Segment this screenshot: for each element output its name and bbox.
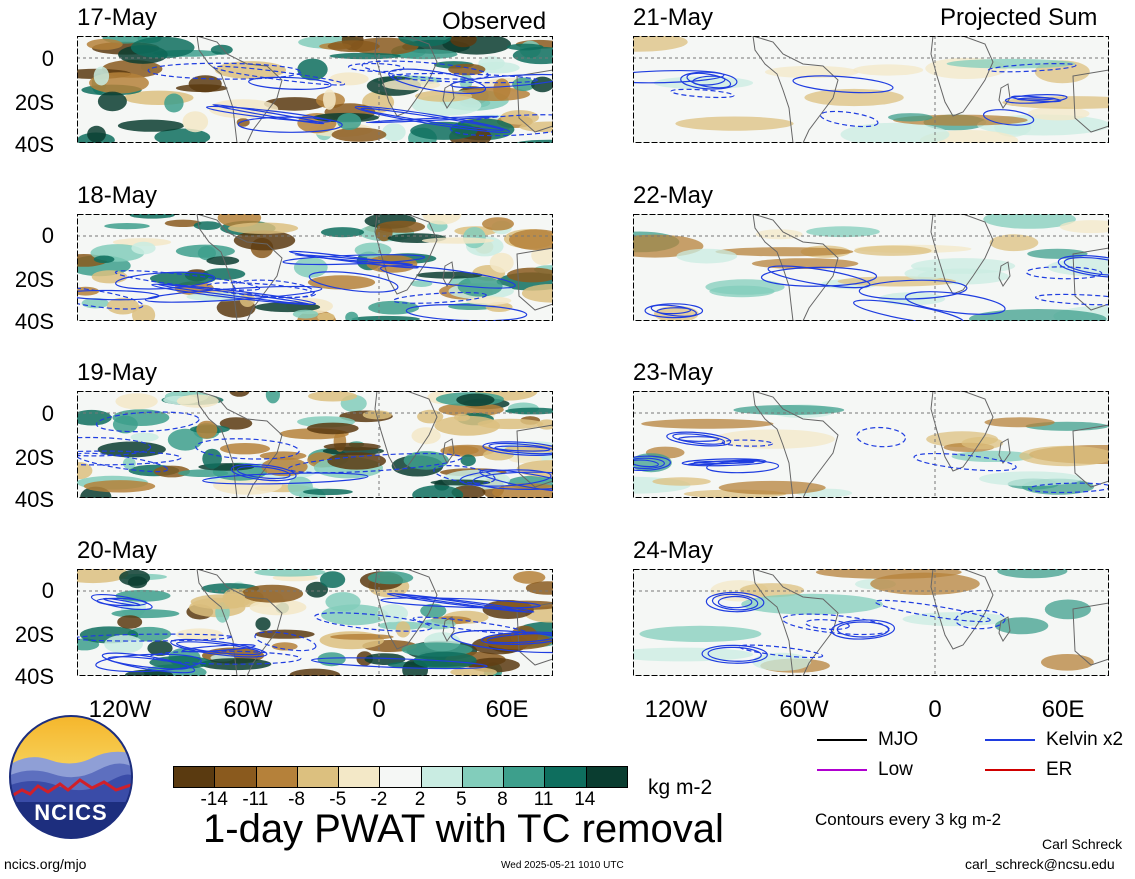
- panel-date-left-3: 19-May: [77, 359, 158, 386]
- map-panel-right-3: [633, 391, 1109, 498]
- lon-label-0-right: 0: [928, 696, 942, 723]
- colorbar-swatch: [255, 767, 297, 787]
- lon-label-60e-left: 60E: [485, 696, 529, 723]
- map-panel-left-3: [77, 391, 553, 498]
- colorbar-swatch: [214, 767, 256, 787]
- colorbar-swatch: [174, 767, 215, 787]
- panel-date-right-1: 21-May: [633, 4, 714, 31]
- site-link[interactable]: ncics.org/mjo: [4, 856, 87, 872]
- legend-label-er: ER: [1046, 759, 1073, 780]
- colorbar-tick-label: 11: [533, 789, 554, 810]
- lat-label-40s-row1: 40S: [14, 132, 54, 157]
- map-panel-right-2: [633, 214, 1109, 321]
- lat-label-20s-row2: 20S: [14, 267, 54, 292]
- panel-date-left-1: 17-May: [77, 4, 158, 31]
- panel-date-right-2: 22-May: [633, 182, 714, 209]
- colorbar-swatch: [585, 767, 627, 787]
- colorbar-swatch: [338, 767, 380, 787]
- colorbar: [173, 766, 628, 788]
- colorbar-swatch: [461, 767, 504, 787]
- lat-label-20s-row3: 20S: [14, 445, 54, 470]
- author-email[interactable]: carl_schreck@ncsu.edu: [965, 856, 1115, 872]
- ncics-logo-text: NCICS: [34, 800, 108, 825]
- lat-label-0-row2: 0: [41, 223, 54, 248]
- author-name: Carl Schreck: [1042, 836, 1123, 852]
- projected-sum-label: Projected Sum: [940, 4, 1098, 31]
- colorbar-swatch: [544, 767, 586, 787]
- legend-line-low: [817, 769, 867, 771]
- lat-label-20s-row1: 20S: [14, 90, 54, 115]
- lat-label-0-row1: 0: [41, 46, 54, 71]
- lon-label-120w-left: 120W: [88, 696, 152, 723]
- panel-date-right-4: 24-May: [633, 537, 714, 564]
- colorbar-tick-label: -14: [200, 789, 228, 810]
- legend-label-mjo: MJO: [878, 729, 919, 750]
- colorbar-tick-label: 8: [497, 789, 508, 810]
- colorbar-swatch: [379, 767, 421, 787]
- colorbar-tick-label: -8: [288, 789, 305, 810]
- panel-date-left-4: 20-May: [77, 537, 158, 564]
- colorbar-swatch: [503, 767, 545, 787]
- lat-label-40s-row3: 40S: [14, 487, 54, 512]
- colorbar-tick-label: -5: [329, 789, 347, 810]
- lon-label-60w-right: 60W: [779, 696, 829, 723]
- legend-line-er: [985, 769, 1035, 771]
- colorbar-tick-label: 2: [414, 789, 426, 810]
- colorbar-tick-label: -2: [370, 789, 388, 810]
- colorbar-tick-label: 14: [574, 789, 596, 810]
- page-title: 1-day PWAT with TC removal: [203, 807, 724, 851]
- map-panel-left-1: [77, 36, 553, 143]
- lat-label-20s-row4: 20S: [14, 622, 54, 647]
- panel-date-right-3: 23-May: [633, 359, 714, 386]
- map-panel-right-1: [633, 36, 1109, 143]
- legend-line-mjo: [817, 739, 867, 741]
- timestamp: Wed 2025-05-21 1010 UTC: [501, 860, 624, 871]
- legend-label-low: Low: [878, 759, 913, 780]
- colorbar-swatch: [420, 767, 462, 787]
- panel-date-left-2: 18-May: [77, 182, 158, 209]
- colorbar-tick-label: 5: [455, 789, 467, 810]
- contours-note: Contours every 3 kg m-2: [815, 810, 1002, 829]
- colorbar-unit: kg m-2: [648, 776, 713, 799]
- lat-label-0-row4: 0: [41, 578, 54, 603]
- lat-label-40s-row4: 40S: [14, 664, 54, 689]
- lon-label-60w-left: 60W: [223, 696, 273, 723]
- lon-label-0-left: 0: [372, 696, 386, 723]
- lat-label-40s-row2: 40S: [14, 309, 54, 334]
- lon-label-60e-right: 60E: [1041, 696, 1085, 723]
- lat-label-0-row3: 0: [41, 401, 54, 426]
- ncics-logo: NCICS: [8, 714, 134, 840]
- map-panel-right-4: [633, 569, 1109, 676]
- colorbar-swatch: [296, 767, 339, 787]
- legend-label-kelvin: Kelvin x2: [1046, 729, 1124, 750]
- lon-label-120w-right: 120W: [644, 696, 708, 723]
- map-panel-left-4: [77, 569, 553, 676]
- legend-line-kelvin: [985, 739, 1035, 741]
- map-panel-left-2: [77, 214, 553, 321]
- colorbar-tick-label: -11: [242, 789, 269, 810]
- observed-label: Observed: [442, 8, 547, 35]
